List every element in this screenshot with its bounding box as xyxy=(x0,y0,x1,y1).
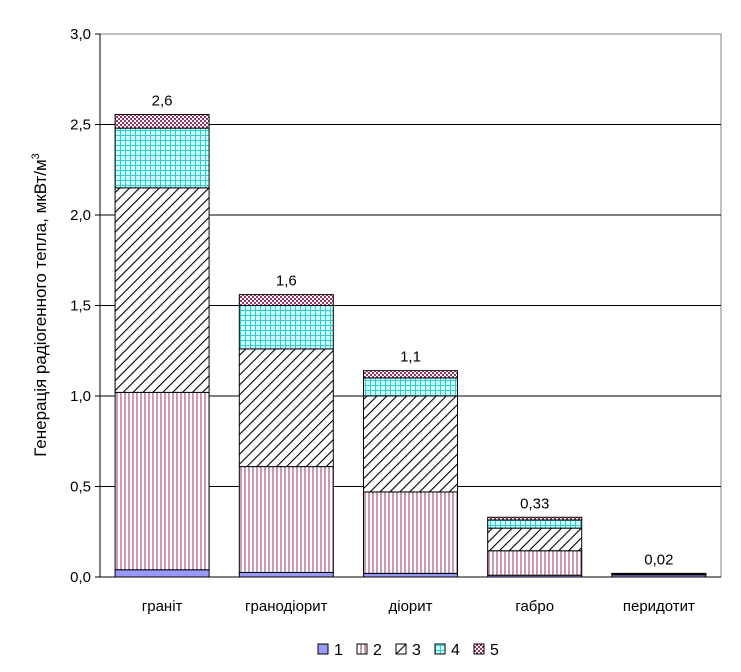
bar-total-label: 0,33 xyxy=(520,495,549,512)
bar-segment-5 xyxy=(487,516,583,521)
y-tick-label: 1,5 xyxy=(70,298,91,315)
bar-total-label: 1,1 xyxy=(400,349,421,366)
y-tick-label: 0,0 xyxy=(70,569,91,586)
category-label: перидотит xyxy=(623,598,695,615)
y-tick-label: 1,0 xyxy=(70,388,91,405)
bar-segment-2 xyxy=(238,466,334,573)
bar-segment-1 xyxy=(238,571,334,578)
y-axis-title: Генерація радіогенного тепла, мкВт/м3 xyxy=(30,153,50,457)
bar-total-label: 2,6 xyxy=(152,93,173,110)
legend-swatch-4 xyxy=(434,643,446,655)
bar-segment-5 xyxy=(238,294,334,307)
bar-segment-3 xyxy=(487,527,583,552)
legend-label: 5 xyxy=(490,642,499,659)
bar-segment-4 xyxy=(363,377,458,397)
bar-segment-5 xyxy=(114,114,210,129)
legend-label: 1 xyxy=(334,642,343,659)
bar-segment-4 xyxy=(238,305,334,350)
legend-label: 3 xyxy=(412,642,421,659)
legend-label: 4 xyxy=(451,642,460,659)
bar-segment-3 xyxy=(114,187,210,393)
x-axis-labels: граніт гранодіорит діорит габро перидотит xyxy=(142,598,695,615)
category-label: габро xyxy=(515,598,554,615)
y-axis: 0,0 0,5 1,0 1,5 2,0 2,5 3,0 xyxy=(70,26,721,586)
y-tick-label: 2,0 xyxy=(70,207,91,224)
bar-segment-4 xyxy=(114,127,210,189)
y-tick-label: 2,5 xyxy=(70,117,91,134)
bar-total-label: 1,6 xyxy=(276,273,297,290)
bar-segment-1 xyxy=(114,569,210,578)
category-label: гранодіорит xyxy=(245,598,328,615)
legend-swatch-5 xyxy=(473,643,485,655)
y-tick-label: 3,0 xyxy=(70,26,91,43)
bars xyxy=(114,114,707,578)
bar-segment-5 xyxy=(611,572,707,575)
bar-segment-1 xyxy=(363,572,458,578)
total-labels: 2,6 1,6 1,1 0,33 0,02 xyxy=(152,93,674,569)
category-label: граніт xyxy=(142,598,183,615)
legend: 1 2 3 4 5 xyxy=(317,642,499,659)
bar-segment-2 xyxy=(114,391,210,571)
legend-swatch-3 xyxy=(395,643,407,655)
legend-swatch-2 xyxy=(356,643,368,655)
bar-segment-5 xyxy=(363,370,458,379)
bar-segment-2 xyxy=(487,550,583,576)
bar-segment-4 xyxy=(487,519,583,529)
legend-label: 2 xyxy=(373,642,382,659)
bar-segment-3 xyxy=(363,395,458,493)
y-tick-label: 0,5 xyxy=(70,479,91,496)
bar-segment-2 xyxy=(363,491,458,574)
bar-segment-3 xyxy=(238,348,334,468)
legend-swatch-1 xyxy=(317,643,329,655)
bar-total-label: 0,02 xyxy=(644,551,673,568)
category-label: діорит xyxy=(388,598,432,615)
